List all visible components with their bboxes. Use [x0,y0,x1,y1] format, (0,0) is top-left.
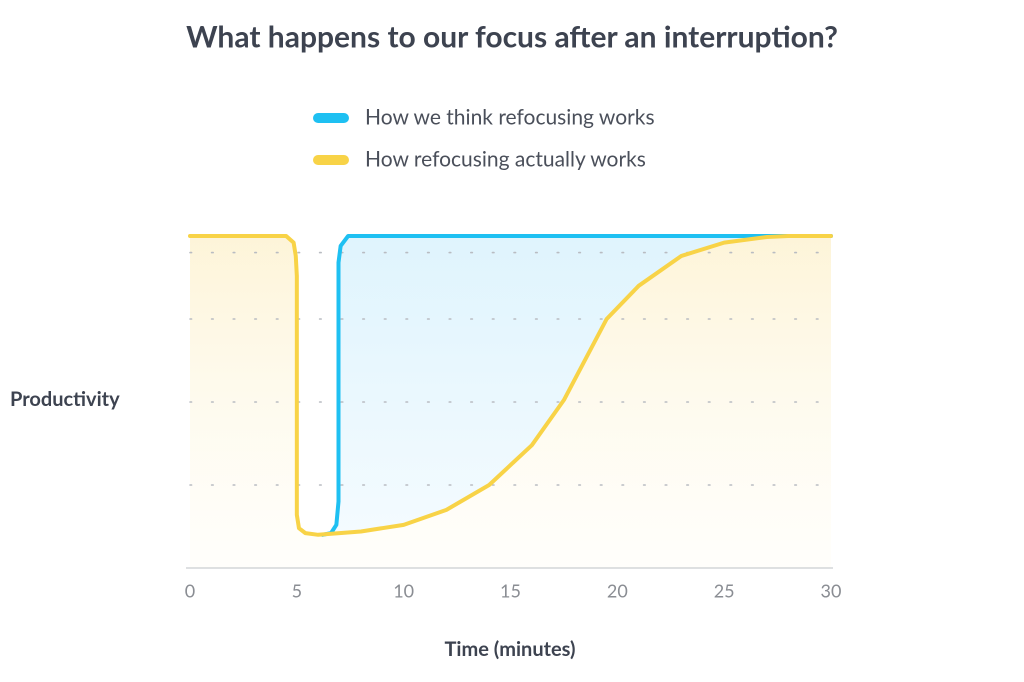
line [188,234,833,537]
x-tick-label: 15 [500,580,521,602]
x-axis-label: Time (minutes) [445,637,576,661]
x-tick-label: 0 [185,580,195,602]
x-tick-label: 10 [393,580,414,602]
legend-label: How we think refocusing works [365,104,655,129]
area-fill [322,236,831,535]
chart-title: What happens to our focus after an inter… [186,19,838,55]
area-fill [190,236,831,568]
x-tick-label: 30 [821,580,842,602]
x-tick-label: 25 [714,580,735,602]
x-tick-label: 5 [292,580,302,602]
x-tick-label: 20 [607,580,628,602]
legend-label: How refocusing actually works [365,146,646,171]
y-axis-label: Productivity [10,387,120,411]
